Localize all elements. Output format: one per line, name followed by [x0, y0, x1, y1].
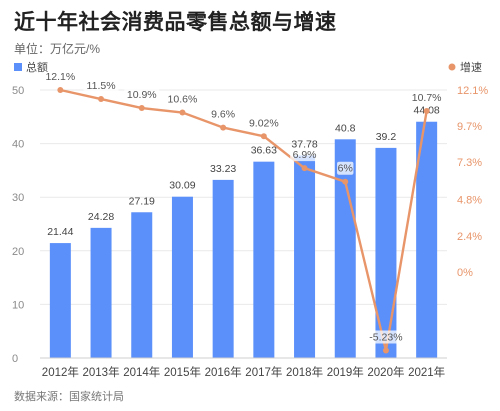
growth-label-bg [164, 92, 200, 106]
growth-label-bg [42, 70, 78, 83]
x-tick-label: 2017年 [245, 365, 282, 379]
x-tick-label: 2020年 [367, 365, 404, 379]
unit-label: 单位：万亿元/% [14, 42, 101, 56]
growth-value-label: 10.7% [412, 92, 442, 104]
growth-point [260, 133, 267, 140]
left-tick-label: 20 [12, 246, 24, 258]
growth-value-label: 9.02% [249, 117, 279, 129]
growth-point [220, 124, 227, 131]
bar [253, 161, 275, 358]
bar-value-label: 30.09 [169, 180, 195, 192]
growth-label-bg [83, 79, 119, 93]
bar [212, 179, 234, 358]
bar-value-label: 39.2 [376, 131, 397, 143]
right-axis: 0% 2.4% 4.8% 7.3% 9.7% 12.1% [457, 85, 488, 279]
growth-point [301, 165, 308, 172]
x-tick-label: 2014年 [123, 365, 160, 379]
x-tick-label: 2019年 [327, 365, 364, 379]
legend-bar-swatch [14, 63, 22, 71]
growth-label-bg [246, 116, 282, 130]
growth-point [57, 87, 64, 93]
growth-value-label: 10.9% [127, 89, 157, 101]
x-tick-label: 2012年 [42, 365, 79, 379]
bar-value-label: 40.8 [335, 122, 356, 134]
growth-label-bg [124, 88, 160, 102]
bar-value-label: 24.28 [88, 211, 114, 223]
x-tick-label: 2015年 [164, 365, 201, 379]
bar [416, 121, 438, 358]
growth-value-label: -5.23% [369, 331, 402, 343]
data-source: 数据来源：国家统计局 [14, 391, 124, 403]
bar-series [49, 121, 438, 358]
growth-label-bg [208, 107, 238, 121]
legend-line-swatch [448, 63, 456, 71]
growth-value-label: 11.5% [87, 80, 116, 92]
x-tick-label: 2016年 [205, 365, 242, 379]
left-axis: 0 10 20 30 40 50 [12, 85, 24, 365]
growth-point [98, 96, 105, 103]
x-tick-label: 2013年 [83, 365, 120, 379]
left-tick-label: 10 [12, 299, 24, 311]
growth-point [423, 108, 430, 115]
bar [49, 243, 71, 358]
chart-title: 近十年社会消费品零售总额与增速 [14, 11, 337, 34]
bar [171, 196, 193, 358]
bar-value-label: 21.44 [47, 226, 73, 238]
growth-point [382, 347, 389, 354]
legend: 总额 增速 [14, 60, 482, 74]
growth-point [342, 178, 349, 185]
bar [375, 147, 397, 358]
growth-point [179, 109, 186, 116]
growth-label-bg [290, 148, 319, 162]
x-tick-label: 2018年 [286, 365, 323, 379]
right-tick-label: 7.3% [457, 157, 482, 169]
growth-label-bg [409, 91, 445, 105]
right-tick-label: 0% [457, 267, 473, 279]
x-tick-label: 2021年 [408, 365, 445, 379]
right-tick-label: 4.8% [457, 195, 482, 207]
growth-line-series [57, 87, 430, 354]
bar-value-label: 37.78 [291, 138, 317, 150]
growth-value-label: 6% [338, 163, 353, 175]
right-tick-label: 9.7% [457, 121, 482, 133]
growth-value-label: 9.6% [211, 109, 235, 121]
bar-value-label: 36.63 [251, 145, 277, 157]
bar-value-label: 27.19 [129, 195, 155, 207]
left-tick-label: 30 [12, 192, 24, 204]
left-tick-label: 0 [12, 353, 18, 365]
bar [90, 227, 112, 358]
growth-line [60, 88, 428, 351]
x-axis: 2012年 2013年 2014年 2015年 2016年 2017年 2018年 2019年… [40, 357, 447, 379]
legend-bar-label: 总额 [26, 60, 48, 74]
right-tick-label: 2.4% [457, 231, 482, 243]
growth-point [138, 105, 145, 112]
growth-value-label: 10.6% [168, 94, 198, 106]
bar [334, 139, 356, 358]
left-tick-label: 50 [12, 85, 24, 97]
growth-labels: 12.1% 11.5% 10.9% 10.6% 9.6% 9.02% 6.9% 6% -5.23… [42, 70, 445, 344]
left-tick-label: 40 [12, 139, 24, 151]
legend-line-label: 增速 [460, 60, 482, 74]
bar [131, 212, 153, 358]
growth-value-label: 6.9% [293, 149, 317, 161]
bar-value-label: 33.23 [210, 163, 236, 175]
growth-label-bg [365, 330, 407, 344]
growth-value-label: 12.1% [45, 71, 75, 83]
right-tick-label: 12.1% [457, 85, 488, 97]
bar [294, 155, 316, 358]
growth-label-bg [337, 161, 354, 175]
